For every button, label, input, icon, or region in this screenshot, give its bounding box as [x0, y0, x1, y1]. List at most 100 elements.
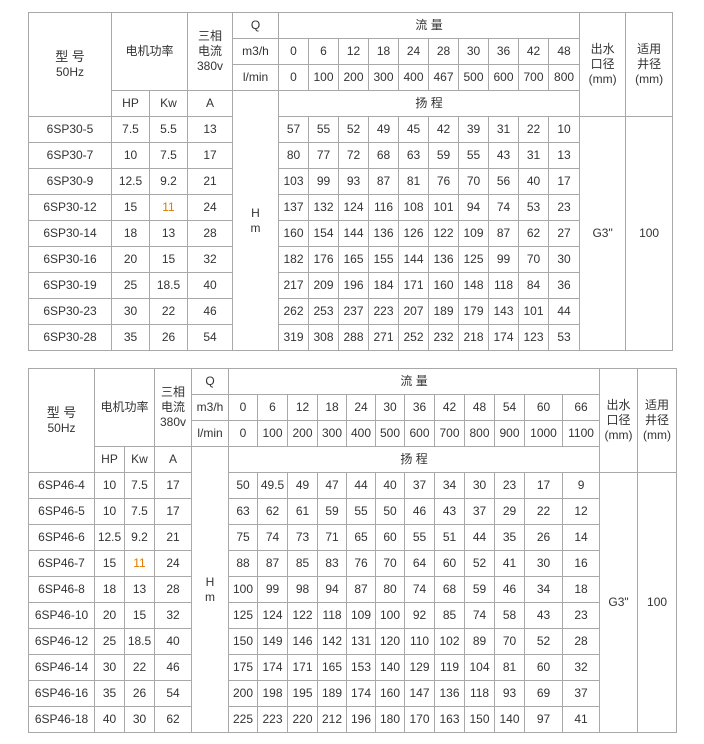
head-value-cell: 46	[494, 576, 526, 603]
head-value-cell: 94	[458, 194, 490, 221]
head-value-cell-text: 75	[236, 530, 250, 544]
head-value-cell-text: 136	[439, 686, 460, 700]
head-value-cell-text: 62	[265, 504, 280, 518]
head-value-cell: 47	[317, 472, 348, 499]
head-value-cell-text: 40	[526, 174, 541, 188]
head-value-cell-text: 171	[292, 660, 313, 674]
head-value-cell-text: 50	[236, 478, 250, 492]
head-value-cell-text: 149	[262, 634, 283, 648]
head-value-cell: 27	[548, 220, 581, 247]
hp-cell: 12.5	[111, 168, 150, 195]
kw-cell: 9.2	[123, 524, 156, 551]
head-value-cell: 58	[494, 602, 526, 629]
head-value-cell: 171	[287, 654, 319, 681]
head-value-cell-text: 26	[536, 530, 551, 544]
head-value-cell: 40	[518, 168, 550, 195]
head-value-cell-text: 108	[403, 200, 424, 214]
header-row-lmin: l/min 0 100 200 300 400 467 500 600 700 800	[29, 64, 673, 91]
head-value-cell: 174	[488, 324, 520, 351]
head-value-cell: 288	[338, 324, 370, 351]
flow-lmin-value-text: 200	[343, 70, 364, 84]
head-value-cell-text: 148	[463, 278, 484, 292]
head-value-cell-text: 44	[472, 530, 487, 544]
head-value-cell: 200	[228, 680, 259, 707]
head-value-cell: 43	[488, 142, 520, 169]
flow-m3h-value-text: 12	[295, 400, 310, 414]
m3h-unit-text: m3/h	[242, 44, 269, 58]
kw-cell: 26	[148, 324, 189, 351]
head-value-cell: 32	[562, 654, 601, 681]
head-value-cell-text: 45	[406, 122, 421, 136]
model-cell-text: 6SP46-4	[38, 478, 85, 492]
head-value-cell: 52	[524, 628, 564, 655]
head-header: 扬 程	[278, 90, 581, 117]
hp-cell: 15	[94, 550, 125, 577]
flow-m3h-value: 36	[404, 394, 436, 421]
head-value-cell: 87	[346, 576, 377, 603]
head-value-cell: 122	[428, 220, 460, 247]
head-value-cell-text: 93	[502, 686, 517, 700]
flow-header-text: 流 量	[415, 18, 443, 32]
flow-lmin-value: 100	[257, 420, 289, 447]
head-value-cell: 143	[488, 298, 520, 325]
head-value-cell-text: 28	[574, 634, 588, 648]
kw-cell: 9.2	[148, 168, 189, 195]
flow-m3h-value: 60	[524, 394, 564, 421]
head-value-cell-text: 171	[403, 278, 424, 292]
flow-m3h-value-text: 54	[502, 400, 517, 414]
head-value-cell-text: 43	[536, 608, 551, 622]
head-value-cell: 110	[404, 628, 436, 655]
head-value-cell-text: 122	[292, 608, 313, 622]
head-value-cell-text: 140	[380, 660, 401, 674]
kw-cell-text: 5.5	[160, 122, 177, 136]
head-value-cell: 104	[464, 654, 496, 681]
head-value-cell-text: 143	[493, 304, 514, 318]
model-cell-text: 6SP30-19	[43, 278, 97, 292]
head-value-cell: 160	[278, 220, 310, 247]
head-value-cell: 76	[346, 550, 377, 577]
table-row: 6SP30-28 35 26 54 319 308 288 271 252 232 218 174 12…	[28, 324, 673, 351]
flow-lmin-value: 200	[338, 64, 370, 91]
head-value-cell-text: 160	[433, 278, 454, 292]
head-value-cell-text: 39	[466, 122, 481, 136]
head-value-cell-text: 22	[526, 122, 541, 136]
hp-cell: 10	[94, 472, 125, 499]
current-cell-text: 21	[203, 174, 217, 188]
flow-lmin-value-text: 600	[409, 426, 430, 440]
kw-cell-text: 13	[161, 226, 176, 240]
flow-m3h-value: 42	[434, 394, 466, 421]
model-cell-text: 6SP46-6	[38, 530, 85, 544]
head-value-cell-text: 30	[557, 252, 571, 266]
flow-m3h-value: 12	[338, 38, 370, 65]
head-value-cell-text: 189	[433, 304, 454, 318]
head-value-cell-text: 60	[536, 660, 551, 674]
current-cell: 54	[187, 324, 234, 351]
current-cell-text: 17	[166, 504, 180, 518]
head-unit-label-text: m	[250, 220, 261, 235]
head-value-cell-text: 41	[502, 556, 517, 570]
head-value-cell-text: 58	[502, 608, 517, 622]
head-value-cell: 237	[338, 298, 370, 325]
head-value-cell: 37	[464, 498, 496, 525]
head-value-cell: 124	[338, 194, 370, 221]
hp-cell-text: 30	[102, 660, 117, 674]
head-value-cell: 180	[375, 706, 406, 733]
a-header-text: A	[169, 452, 178, 466]
flow-lmin-value-text: 300	[322, 426, 343, 440]
outlet-header: 出水 口径 (mm)	[579, 12, 627, 117]
head-value-cell: 17	[548, 168, 581, 195]
head-value-cell: 53	[548, 324, 581, 351]
flow-lmin-value-text: 200	[292, 426, 313, 440]
head-value-cell: 76	[428, 168, 460, 195]
head-value-cell: 83	[317, 550, 348, 577]
flow-m3h-value-text: 48	[472, 400, 487, 414]
table-row: 6SP30-14 18 13 28 160 154 144 136 126 122 109 87 62 2…	[28, 220, 673, 247]
head-value-cell: 171	[398, 272, 430, 299]
hp-cell-text: 15	[123, 200, 138, 214]
head-value-cell: 212	[317, 706, 348, 733]
model-cell: 6SP46-8	[28, 576, 95, 603]
head-value-cell-text: 87	[496, 226, 511, 240]
hp-cell-text: 10	[102, 478, 117, 492]
model-cell-text: 6SP30-14	[43, 226, 97, 240]
